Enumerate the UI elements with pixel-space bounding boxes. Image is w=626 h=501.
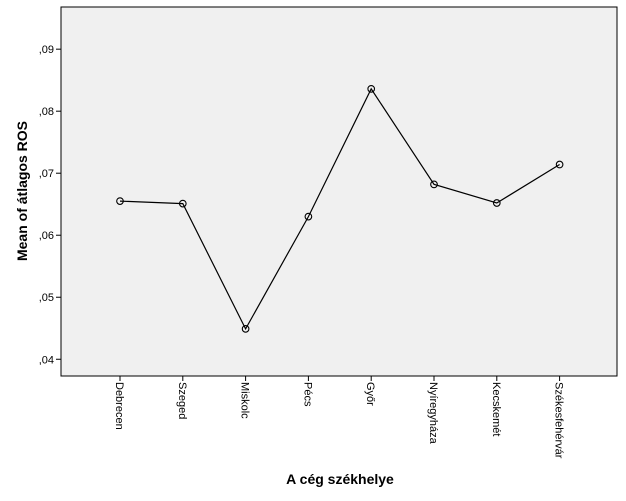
y-axis: ,04 ,05 ,06 ,07 ,08 ,09	[39, 44, 61, 366]
series-line	[119, 87, 560, 331]
data-point	[492, 199, 501, 207]
series-group	[116, 85, 564, 333]
y-tick-label: ,08	[39, 106, 54, 118]
data-point	[116, 197, 124, 205]
y-tick-label: ,06	[39, 230, 54, 242]
y-tick-label: ,07	[39, 168, 54, 180]
plot-area	[60, 6, 618, 377]
data-point	[241, 325, 250, 333]
x-tick-label: Győr	[364, 382, 376, 406]
x-axis: Debrecen Szeged Miskolc Pécs Győr Nyíregyháza…	[113, 376, 565, 459]
x-axis-title: A cég székhelye	[286, 471, 394, 487]
x-tick-label: Nyíregyháza	[427, 382, 439, 445]
x-tick-label: Pécs	[301, 382, 313, 407]
x-tick-label: Székesfehérvár	[553, 382, 565, 459]
data-point	[367, 85, 376, 93]
x-tick-label: Kecskemét	[490, 382, 502, 436]
x-tick-label: Debrecen	[113, 382, 125, 430]
data-point	[178, 199, 187, 208]
data-point	[430, 180, 438, 189]
y-tick-label: ,09	[39, 44, 54, 56]
x-tick-label: Szeged	[176, 382, 188, 419]
y-tick-label: ,05	[39, 292, 54, 304]
y-axis-title: Mean of átlagos ROS	[14, 121, 30, 261]
data-point	[555, 160, 564, 169]
y-tick-label: ,04	[39, 354, 54, 366]
x-tick-label: Miskolc	[239, 382, 251, 419]
data-point	[304, 212, 313, 221]
